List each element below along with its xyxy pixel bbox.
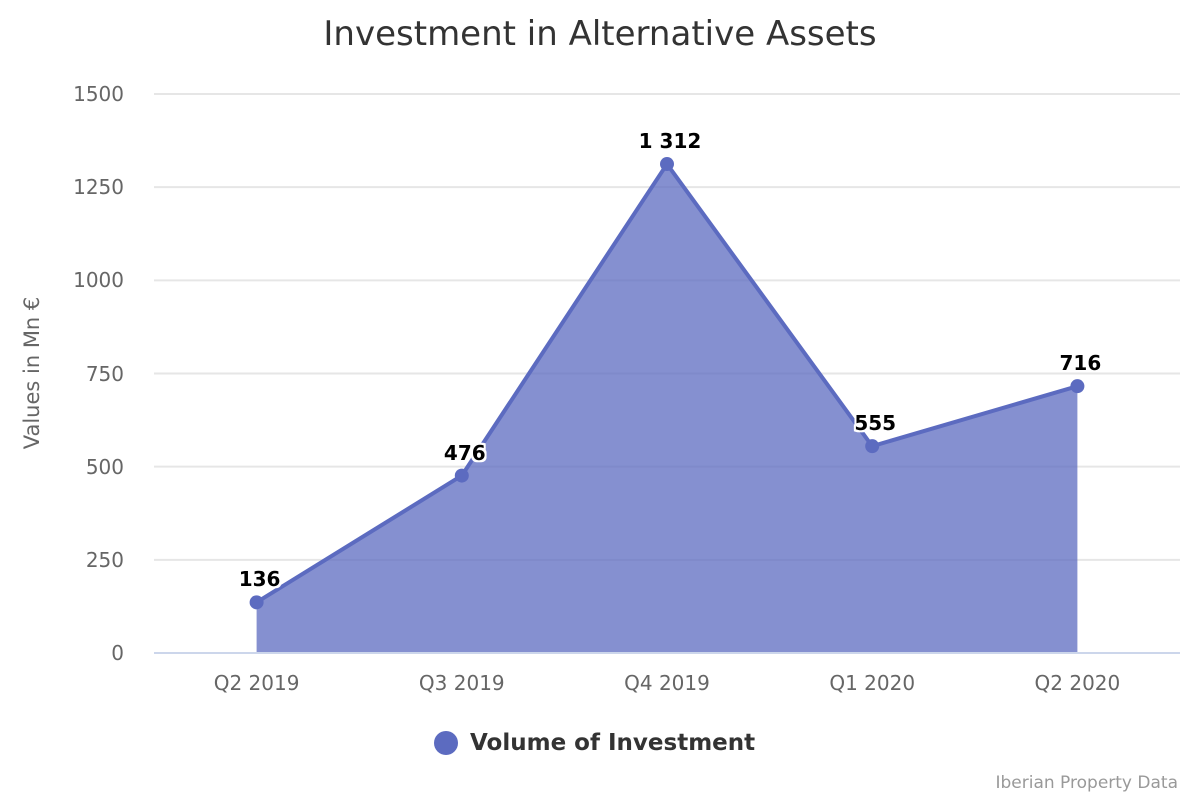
series-markers: [249, 157, 1085, 610]
data-point[interactable]: [454, 468, 469, 483]
x-tick-label: Q3 2019: [418, 671, 505, 695]
legend-marker-icon: [434, 731, 458, 755]
data-point[interactable]: [660, 157, 674, 172]
chart-title: Investment in Alternative Assets: [323, 14, 877, 54]
series-area: [256, 164, 1078, 653]
x-tick-label: Q4 2019: [624, 671, 710, 695]
data-point[interactable]: [249, 595, 264, 610]
x-tick-label: Q2 2019: [213, 671, 300, 695]
data-point[interactable]: [1070, 379, 1085, 394]
y-tick-label: 1000: [73, 268, 124, 293]
data-label: 476: [443, 440, 486, 465]
legend-label: Volume of Investment: [470, 730, 756, 756]
y-tick-label: 250: [85, 547, 124, 572]
y-tick-label: 750: [85, 361, 124, 386]
data-point[interactable]: [865, 439, 880, 454]
y-tick-label: 1250: [73, 175, 124, 200]
x-tick-label: Q2 2020: [1034, 671, 1121, 695]
data-label: 136: [238, 567, 281, 592]
y-tick-label: 1500: [73, 82, 124, 106]
data-label: 555: [854, 411, 897, 436]
data-label: 1 312: [638, 129, 702, 154]
y-tick-label: 500: [85, 454, 124, 479]
y-tick-label: 0: [111, 641, 124, 665]
x-tick-label: Q1 2020: [829, 671, 916, 695]
data-label: 716: [1059, 351, 1102, 376]
credits: Iberian Property Data: [995, 773, 1178, 793]
legend-item[interactable]: Volume of Investment: [434, 730, 755, 756]
